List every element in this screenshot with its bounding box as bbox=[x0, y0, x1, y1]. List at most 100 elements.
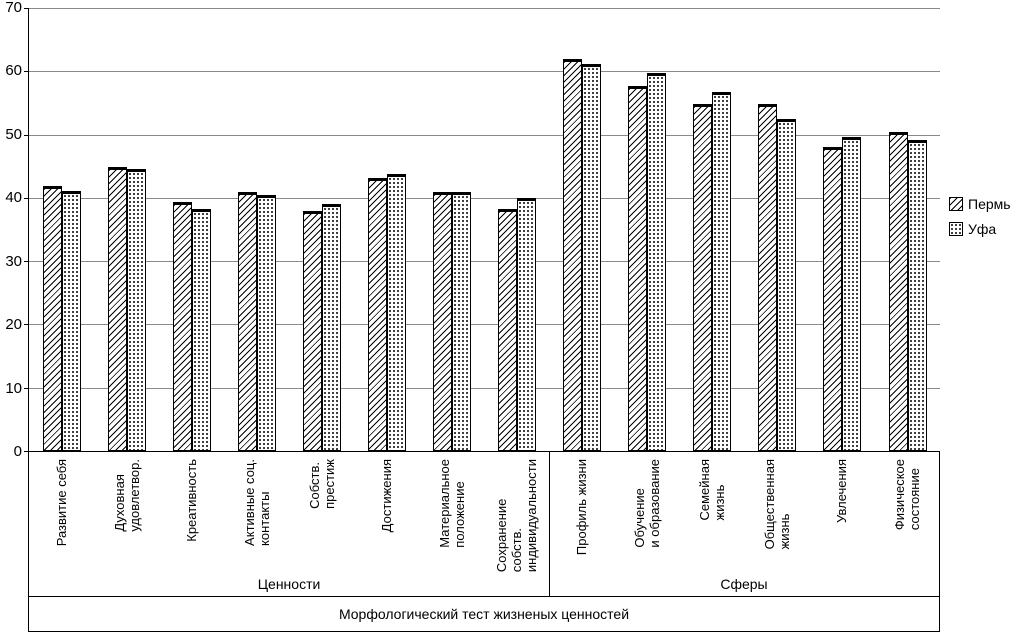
category-label: Духовная удовлетвор. bbox=[111, 459, 142, 532]
category-cell: Физическое состояние bbox=[874, 452, 939, 572]
category-slot bbox=[875, 8, 940, 451]
category-slot bbox=[745, 8, 810, 451]
bar-Уфа bbox=[126, 169, 146, 451]
category-slot bbox=[419, 8, 484, 451]
legend-swatch bbox=[949, 197, 963, 211]
axis-title: Морфологический тест жизненых ценностей bbox=[338, 606, 630, 622]
bars-row bbox=[29, 8, 940, 451]
legend: Пермь Уфа bbox=[949, 196, 1011, 246]
category-slot bbox=[94, 8, 159, 451]
gridline bbox=[29, 197, 940, 199]
x-axis-labels: Развитие себя Духовная удовлетвор. Креатив… bbox=[29, 452, 939, 572]
y-tick-mark bbox=[24, 261, 29, 263]
category-slot bbox=[159, 8, 224, 451]
y-tick-label: 50 bbox=[5, 125, 22, 143]
category-label: Достижения bbox=[379, 459, 394, 533]
bar-Пермь bbox=[498, 208, 518, 451]
y-tick-mark bbox=[24, 451, 29, 452]
bar-Уфа bbox=[321, 203, 341, 451]
category-cell: Сохранение собств. индивидуальности bbox=[484, 452, 549, 572]
category-cell: Профиль жизни bbox=[549, 452, 614, 572]
legend-label: Пермь bbox=[968, 196, 1011, 212]
bar-Уфа bbox=[582, 64, 602, 451]
category-label: Активные соц. контакты bbox=[241, 459, 272, 546]
category-slot bbox=[29, 8, 94, 451]
category-label: Обучение и образование bbox=[631, 459, 662, 548]
y-tick-label: 10 bbox=[5, 379, 22, 397]
gridline bbox=[29, 134, 940, 136]
bar-Пермь bbox=[823, 147, 843, 451]
y-tick-label: 30 bbox=[5, 252, 22, 270]
bar-Уфа bbox=[452, 191, 471, 451]
category-label: Семейная жизнь bbox=[696, 459, 727, 521]
group-row: Ценности Сферы bbox=[29, 572, 939, 597]
bar-Уфа bbox=[61, 190, 81, 451]
category-cell: Увлечения bbox=[809, 452, 874, 572]
bar-Пермь bbox=[107, 167, 127, 451]
gridline bbox=[29, 387, 940, 389]
title-row: Морфологический тест жизненых ценностей bbox=[29, 597, 939, 632]
bar-Пермь bbox=[172, 201, 192, 451]
category-label: Профиль жизни bbox=[574, 459, 589, 556]
bar-Уфа bbox=[907, 140, 927, 451]
legend-label: Уфа bbox=[968, 221, 997, 237]
bar-Уфа bbox=[842, 137, 862, 451]
y-tick-mark bbox=[24, 387, 29, 389]
bar-Пермь bbox=[367, 177, 387, 451]
bar-Уфа bbox=[191, 209, 211, 451]
y-tick-mark bbox=[24, 324, 29, 326]
category-cell: Достижения bbox=[354, 452, 419, 572]
category-slot bbox=[354, 8, 419, 451]
plot-area bbox=[24, 8, 940, 452]
bar-Пермь bbox=[563, 59, 583, 451]
category-slot bbox=[289, 8, 354, 451]
bar-Пермь bbox=[888, 132, 908, 451]
bar-Уфа bbox=[386, 174, 406, 451]
gridline bbox=[29, 261, 940, 263]
y-tick-label: 70 bbox=[5, 0, 22, 16]
category-label: Материальное положение bbox=[436, 459, 467, 548]
category-slot bbox=[680, 8, 745, 451]
y-tick-label: 60 bbox=[5, 62, 22, 80]
category-label: Увлечения bbox=[834, 459, 849, 524]
bar-Пермь bbox=[433, 191, 452, 451]
y-tick-label: 40 bbox=[5, 189, 22, 207]
category-label: Собств. престиж bbox=[306, 459, 337, 509]
category-slot bbox=[224, 8, 289, 451]
y-axis-labels: 0 10 20 30 40 50 60 70 bbox=[0, 0, 26, 460]
bar-Уфа bbox=[647, 72, 667, 451]
y-tick-label: 0 bbox=[13, 443, 22, 460]
y-tick-mark bbox=[24, 71, 29, 73]
bar-Пермь bbox=[237, 191, 257, 451]
y-tick-label: 20 bbox=[5, 316, 22, 334]
category-cell: Духовная удовлетвор. bbox=[94, 452, 159, 572]
category-cell: Обучение и образование bbox=[614, 452, 679, 572]
legend-swatch bbox=[949, 222, 963, 236]
group-divider bbox=[549, 452, 550, 597]
bar-Уфа bbox=[712, 91, 732, 451]
category-label: Сохранение собств. индивидуальности bbox=[494, 459, 539, 573]
group-label: Ценности bbox=[257, 576, 321, 592]
category-label: Общественная жизнь bbox=[761, 459, 792, 550]
x-axis-area: Развитие себя Духовная удовлетвор. Креатив… bbox=[28, 452, 940, 632]
bar-Пермь bbox=[42, 185, 62, 451]
category-cell: Семейная жизнь bbox=[679, 452, 744, 572]
category-label: Физическое состояние bbox=[891, 459, 922, 531]
legend-item: Уфа bbox=[949, 221, 1011, 237]
category-slot bbox=[550, 8, 615, 451]
category-slot bbox=[810, 8, 875, 451]
category-cell: Собств. престиж bbox=[289, 452, 354, 572]
gridline bbox=[29, 71, 940, 73]
category-slot bbox=[615, 8, 680, 451]
bar-Пермь bbox=[628, 86, 648, 451]
category-cell: Материальное положение bbox=[419, 452, 484, 572]
bar-Уфа bbox=[517, 197, 537, 451]
gridline bbox=[29, 8, 940, 9]
group-label: Сферы bbox=[720, 576, 768, 592]
y-tick-mark bbox=[24, 8, 29, 9]
category-cell: Общественная жизнь bbox=[744, 452, 809, 572]
bar-Уфа bbox=[777, 119, 797, 451]
bar-Уфа bbox=[256, 194, 276, 451]
category-label: Креативность bbox=[184, 459, 199, 542]
